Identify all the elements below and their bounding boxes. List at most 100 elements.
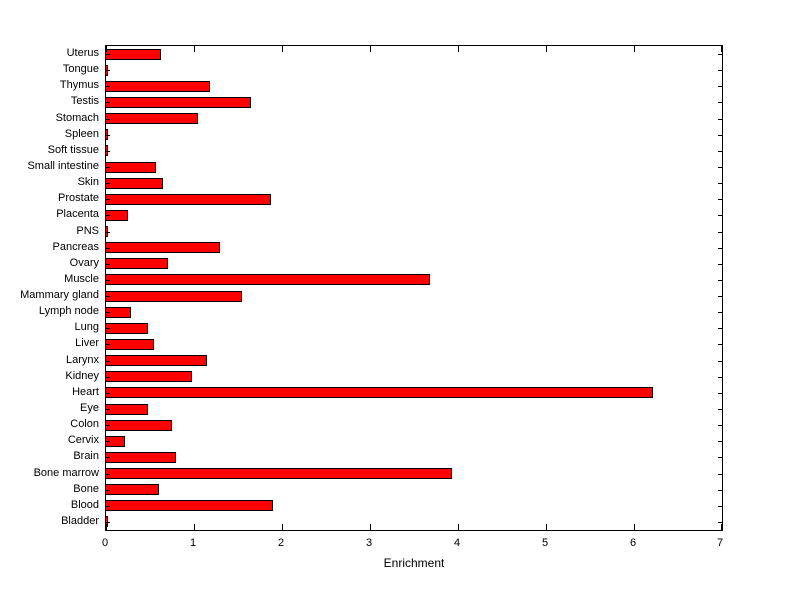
tick-mark	[718, 264, 722, 265]
tick-mark	[718, 280, 722, 281]
bar	[106, 113, 199, 125]
tick-mark	[106, 377, 110, 378]
tick-mark	[194, 46, 195, 52]
x-tick-label: 6	[629, 537, 637, 549]
bar	[106, 129, 108, 141]
tick-mark	[718, 54, 722, 55]
bar	[106, 48, 161, 60]
tick-mark	[106, 135, 110, 136]
tick-mark	[718, 183, 722, 184]
tick-mark	[106, 151, 110, 152]
bar	[106, 290, 243, 302]
y-tick-label: Kidney	[65, 369, 99, 382]
bar	[106, 145, 108, 157]
y-tick-label: Mammary gland	[20, 289, 99, 302]
tick-mark	[106, 119, 110, 120]
y-tick-label: Testis	[70, 95, 99, 108]
bar	[106, 96, 252, 108]
tick-mark	[106, 264, 110, 265]
y-tick-label: Heart	[72, 385, 99, 398]
tick-mark	[370, 46, 371, 52]
bar	[106, 274, 430, 286]
y-tick-label: Lymph node	[38, 305, 99, 318]
x-tick-label: 4	[453, 537, 461, 549]
tick-mark	[718, 393, 722, 394]
y-tick-label: Lung	[74, 321, 99, 334]
tick-mark	[718, 328, 722, 329]
tick-mark	[718, 119, 722, 120]
bar	[106, 387, 654, 399]
y-tick-label: Spleen	[64, 127, 99, 140]
tick-mark	[106, 506, 110, 507]
tick-mark	[718, 199, 722, 200]
tick-mark	[634, 46, 635, 52]
y-tick-label: Liver	[75, 337, 99, 350]
plot-area	[105, 45, 723, 531]
bar	[106, 209, 128, 221]
bar	[106, 258, 168, 270]
bar	[106, 226, 108, 238]
tick-mark	[194, 524, 195, 530]
tick-mark	[106, 46, 107, 52]
tick-mark	[106, 425, 110, 426]
bar	[106, 419, 172, 431]
tick-mark	[106, 490, 110, 491]
y-tick-label: Soft tissue	[47, 143, 99, 156]
bar	[106, 500, 274, 512]
y-tick-label: Blood	[70, 498, 99, 511]
tick-mark	[718, 167, 722, 168]
tick-mark	[718, 102, 722, 103]
tick-mark	[106, 441, 110, 442]
bar	[106, 484, 159, 496]
y-tick-label: Ovary	[69, 256, 99, 269]
tick-mark	[718, 312, 722, 313]
tick-mark	[718, 377, 722, 378]
tick-mark	[282, 46, 283, 52]
tick-mark	[106, 328, 110, 329]
y-tick-label: Brain	[73, 450, 99, 463]
tick-mark	[106, 393, 110, 394]
x-tick-label: 1	[189, 537, 197, 549]
x-tick-label: 7	[716, 537, 724, 549]
tick-mark	[718, 457, 722, 458]
tick-mark	[106, 344, 110, 345]
y-tick-label: Eye	[80, 402, 99, 414]
bar	[106, 322, 149, 334]
y-tick-label: Prostate	[58, 192, 99, 205]
tick-mark	[718, 296, 722, 297]
tick-mark	[718, 409, 722, 410]
bar	[106, 242, 221, 254]
y-tick-label: Tongue	[62, 63, 99, 76]
tick-mark	[106, 361, 110, 362]
y-tick-label: Stomach	[55, 111, 99, 124]
bar	[106, 177, 164, 189]
tick-mark	[106, 522, 110, 523]
bar	[106, 451, 177, 463]
y-tick-label: Colon	[70, 418, 99, 431]
x-tick-label: 5	[541, 537, 549, 549]
y-tick-label: Skin	[77, 176, 99, 189]
bar	[106, 193, 271, 205]
y-tick-label: Larynx	[65, 353, 99, 366]
tick-mark	[458, 524, 459, 530]
y-tick-label: Small intestine	[27, 160, 99, 172]
tick-mark	[718, 248, 722, 249]
bar	[106, 468, 452, 480]
tick-mark	[718, 232, 722, 233]
tick-mark	[106, 199, 110, 200]
x-tick-label: 3	[365, 537, 373, 549]
tick-mark	[718, 135, 722, 136]
tick-mark	[721, 524, 722, 530]
tick-mark	[718, 361, 722, 362]
bar	[106, 355, 208, 367]
tick-mark	[634, 524, 635, 530]
tick-mark	[282, 524, 283, 530]
tick-mark	[106, 183, 110, 184]
bar	[106, 338, 155, 350]
tick-mark	[106, 232, 110, 233]
tick-mark	[106, 312, 110, 313]
tick-mark	[718, 215, 722, 216]
tick-mark	[106, 102, 110, 103]
tick-mark	[718, 344, 722, 345]
